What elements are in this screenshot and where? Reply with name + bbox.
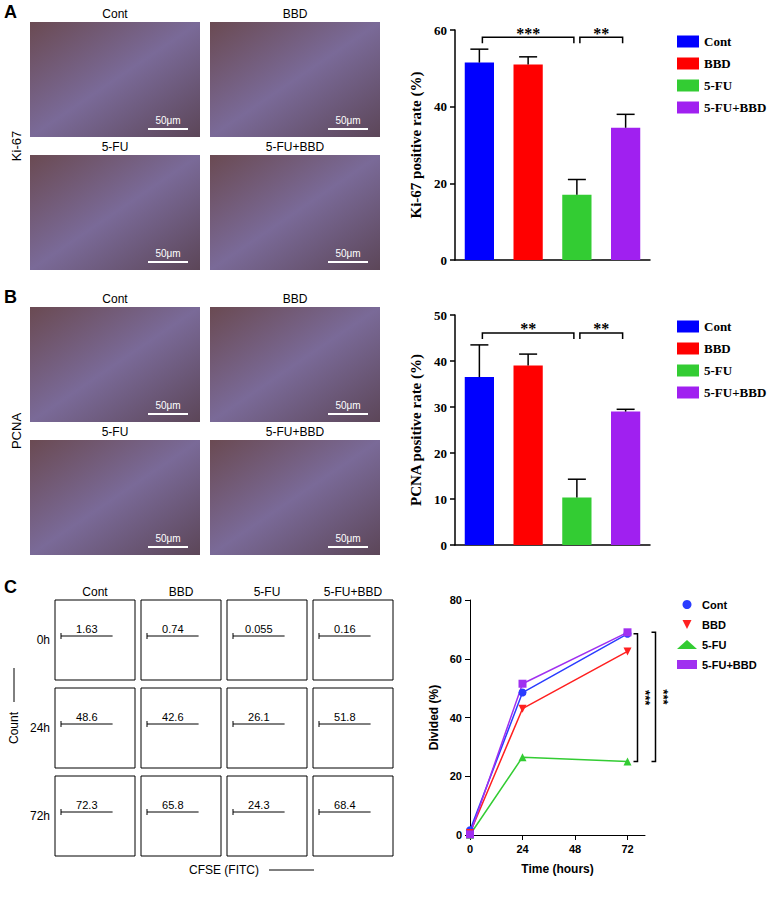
svg-text:72.3: 72.3 xyxy=(76,799,97,811)
svg-text:BBD: BBD xyxy=(169,585,194,599)
svg-text:40: 40 xyxy=(450,712,462,724)
svg-text:C: C xyxy=(4,577,17,597)
svg-text:**: ** xyxy=(520,320,536,337)
svg-text:5-FU: 5-FU xyxy=(704,363,733,378)
svg-text:72h: 72h xyxy=(30,809,50,823)
svg-text:5-FU: 5-FU xyxy=(102,140,129,154)
svg-text:5-FU+BBD: 5-FU+BBD xyxy=(324,585,383,599)
svg-text:5-FU: 5-FU xyxy=(254,585,281,599)
svg-text:24h: 24h xyxy=(30,721,50,735)
svg-text:24: 24 xyxy=(516,843,529,855)
svg-text:5-FU+BBD: 5-FU+BBD xyxy=(266,425,325,439)
svg-text:***: *** xyxy=(656,689,671,705)
svg-text:68.4: 68.4 xyxy=(334,799,355,811)
svg-text:20: 20 xyxy=(434,176,447,191)
svg-text:50μm: 50μm xyxy=(335,248,360,259)
svg-text:5-FU: 5-FU xyxy=(702,639,727,651)
svg-text:50μm: 50μm xyxy=(155,248,180,259)
svg-text:65.8: 65.8 xyxy=(162,799,183,811)
svg-text:50μm: 50μm xyxy=(155,533,180,544)
svg-text:BBD: BBD xyxy=(283,292,308,306)
svg-text:PCNA: PCNA xyxy=(9,413,24,449)
svg-text:***: *** xyxy=(638,690,653,706)
svg-text:1.63: 1.63 xyxy=(76,623,97,635)
svg-text:Cont: Cont xyxy=(102,7,128,21)
svg-text:0.055: 0.055 xyxy=(245,623,273,635)
svg-text:BBD: BBD xyxy=(702,619,726,631)
svg-text:0: 0 xyxy=(467,843,473,855)
svg-text:72: 72 xyxy=(621,843,633,855)
svg-text:**: ** xyxy=(593,320,609,337)
svg-text:**: ** xyxy=(593,25,609,42)
svg-text:Cont: Cont xyxy=(702,599,727,611)
svg-text:***: *** xyxy=(516,25,540,42)
svg-text:0: 0 xyxy=(441,253,448,268)
svg-text:CFSE (FITC): CFSE (FITC) xyxy=(189,863,259,877)
svg-text:48.6: 48.6 xyxy=(76,711,97,723)
svg-text:0: 0 xyxy=(441,538,448,553)
svg-text:BBD: BBD xyxy=(283,7,308,21)
svg-text:10: 10 xyxy=(434,492,447,507)
svg-text:80: 80 xyxy=(450,594,462,606)
svg-text:24.3: 24.3 xyxy=(248,799,269,811)
svg-text:60: 60 xyxy=(450,653,462,665)
svg-text:5-FU: 5-FU xyxy=(704,78,733,93)
svg-text:48: 48 xyxy=(569,843,581,855)
svg-text:5-FU+BBD: 5-FU+BBD xyxy=(704,385,766,400)
svg-text:20: 20 xyxy=(450,770,462,782)
svg-text:50μm: 50μm xyxy=(155,400,180,411)
svg-text:0: 0 xyxy=(456,829,462,841)
svg-text:BBD: BBD xyxy=(704,56,731,71)
svg-text:BBD: BBD xyxy=(704,341,731,356)
svg-text:A: A xyxy=(4,2,17,22)
svg-text:50μm: 50μm xyxy=(155,115,180,126)
svg-text:B: B xyxy=(4,287,17,307)
svg-text:50μm: 50μm xyxy=(335,533,360,544)
svg-text:Ki-67 positive rate (%): Ki-67 positive rate (%) xyxy=(408,71,425,218)
svg-text:5-FU: 5-FU xyxy=(102,425,129,439)
svg-text:50: 50 xyxy=(434,308,447,323)
svg-text:40: 40 xyxy=(434,354,447,369)
svg-text:60: 60 xyxy=(434,23,447,38)
svg-text:Count: Count xyxy=(7,711,21,744)
svg-text:Ki-67: Ki-67 xyxy=(9,131,24,161)
svg-text:30: 30 xyxy=(434,400,447,415)
svg-text:20: 20 xyxy=(434,446,447,461)
svg-text:26.1: 26.1 xyxy=(248,711,269,723)
svg-text:51.8: 51.8 xyxy=(334,711,355,723)
svg-text:0.16: 0.16 xyxy=(334,623,355,635)
svg-text:Cont: Cont xyxy=(704,34,732,49)
svg-text:50μm: 50μm xyxy=(335,115,360,126)
svg-text:0h: 0h xyxy=(37,633,50,647)
svg-text:50μm: 50μm xyxy=(335,400,360,411)
svg-text:5-FU+BBD: 5-FU+BBD xyxy=(266,140,325,154)
svg-text:42.6: 42.6 xyxy=(162,711,183,723)
svg-text:5-FU+BBD: 5-FU+BBD xyxy=(702,659,757,671)
svg-text:Time (hours): Time (hours) xyxy=(521,862,593,876)
svg-text:Cont: Cont xyxy=(102,292,128,306)
svg-text:0.74: 0.74 xyxy=(162,623,183,635)
svg-text:5-FU+BBD: 5-FU+BBD xyxy=(704,100,766,115)
svg-text:PCNA positive rate (%): PCNA positive rate (%) xyxy=(408,354,425,506)
svg-text:Cont: Cont xyxy=(82,585,108,599)
svg-text:Divided (%): Divided (%) xyxy=(427,685,441,750)
svg-text:40: 40 xyxy=(434,99,447,114)
svg-text:Cont: Cont xyxy=(704,319,732,334)
